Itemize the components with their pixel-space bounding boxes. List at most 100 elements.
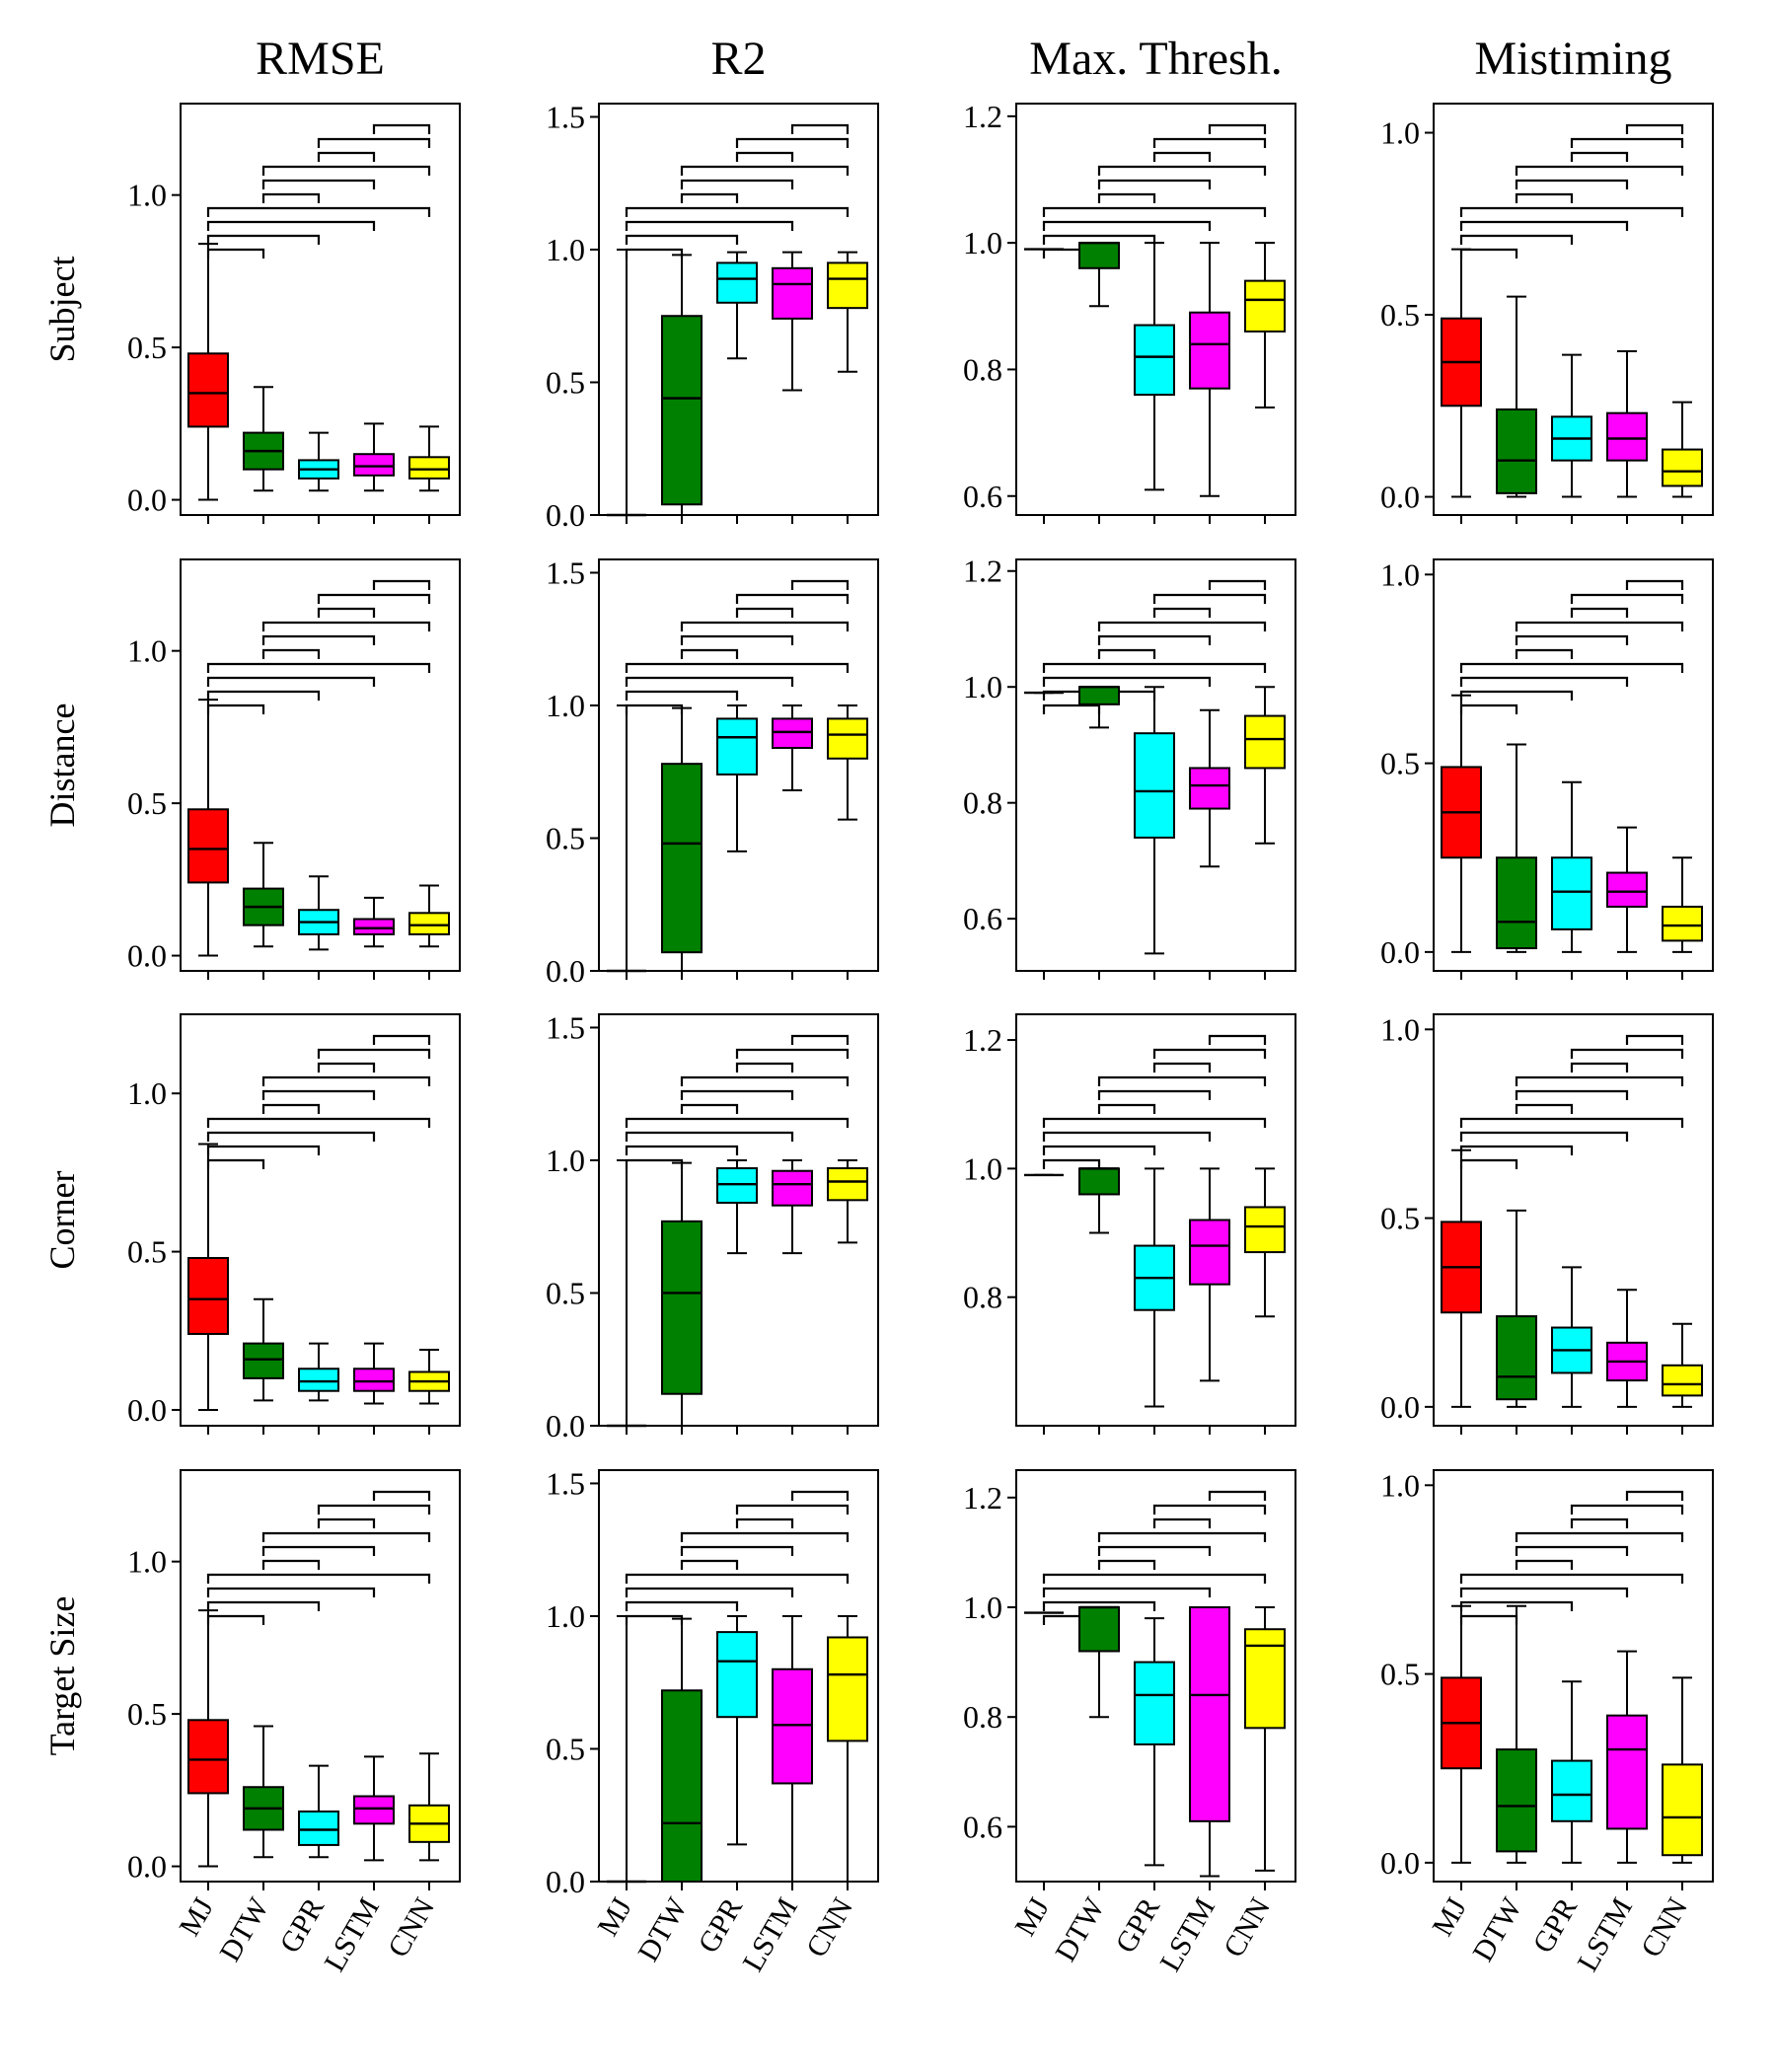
box-dtw bbox=[243, 842, 284, 948]
significance-bracket bbox=[1152, 151, 1212, 162]
x-tick-label-lstm: LSTM bbox=[1571, 1892, 1639, 1977]
box-iqr bbox=[1189, 1606, 1230, 1822]
y-tick-label: 1.0 bbox=[546, 688, 585, 723]
significance-bracket bbox=[206, 1158, 265, 1169]
axes-frame bbox=[598, 1013, 879, 1427]
significance-bracket bbox=[1152, 1504, 1267, 1515]
significance-bracket bbox=[625, 690, 739, 701]
significance-bracket bbox=[206, 248, 265, 259]
y-tick-label: 0.8 bbox=[963, 785, 1002, 821]
significance-bracket bbox=[206, 1587, 376, 1597]
significance-bracket bbox=[206, 1131, 376, 1142]
box-lstm bbox=[1606, 1650, 1648, 1864]
significance-bracket bbox=[1459, 676, 1629, 687]
box-iqr bbox=[1189, 767, 1230, 810]
y-tick-label: 0.0 bbox=[546, 1864, 585, 1899]
significance-bracket bbox=[1208, 1490, 1267, 1501]
y-tick-label: 0.8 bbox=[963, 1280, 1002, 1315]
significance-bracket bbox=[625, 1145, 739, 1155]
significance-bracket bbox=[625, 1117, 850, 1128]
box-iqr bbox=[827, 261, 868, 310]
significance-bracket bbox=[206, 690, 321, 701]
y-tick-label: 1.5 bbox=[546, 99, 585, 134]
significance-bracket bbox=[261, 1075, 431, 1086]
y-tick-label: 0.5 bbox=[546, 1275, 585, 1310]
x-tick-label-lstm: LSTM bbox=[736, 1892, 804, 1977]
box-cnn bbox=[827, 1614, 868, 1883]
box-iqr bbox=[772, 1667, 813, 1785]
y-tick-label: 0.0 bbox=[546, 1408, 585, 1443]
axes-frame bbox=[598, 558, 879, 972]
x-tick-label-mj: MJ bbox=[173, 1892, 220, 1942]
significance-bracket bbox=[625, 662, 850, 673]
significance-bracket bbox=[790, 123, 850, 134]
significance-bracket bbox=[1515, 1075, 1684, 1086]
significance-bracket bbox=[1152, 593, 1267, 604]
significance-bracket bbox=[1097, 1103, 1156, 1114]
axes-frame bbox=[180, 1013, 461, 1427]
significance-bracket bbox=[680, 1545, 794, 1556]
significance-bracket bbox=[1515, 192, 1574, 203]
y-tick-label: 0.8 bbox=[963, 1699, 1002, 1735]
x-tick-label-mj: MJ bbox=[1426, 1892, 1473, 1942]
significance-bracket bbox=[1515, 1531, 1684, 1542]
significance-bracket bbox=[1097, 1089, 1212, 1100]
y-tick-label: 1.0 bbox=[963, 225, 1002, 260]
y-tick-label: 0.5 bbox=[1380, 297, 1420, 333]
significance-bracket bbox=[1459, 662, 1684, 673]
column-title: Mistiming bbox=[1474, 33, 1671, 85]
box-iqr bbox=[1078, 1606, 1120, 1653]
box-cnn bbox=[408, 1752, 450, 1862]
significance-bracket bbox=[1459, 703, 1518, 714]
significance-bracket bbox=[206, 1117, 431, 1128]
box-gpr bbox=[1134, 242, 1175, 491]
significance-bracket bbox=[1515, 1089, 1629, 1100]
x-tick-label-cnn: CNN bbox=[1635, 1892, 1694, 1962]
box-gpr bbox=[1134, 686, 1175, 955]
y-tick-label: 0.5 bbox=[1380, 746, 1420, 781]
subplot-1-4: 0.0 0.5 1.0 Mistiming bbox=[1380, 33, 1714, 524]
axes-frame bbox=[180, 103, 461, 516]
box-mj bbox=[607, 703, 646, 973]
significance-bracket bbox=[1152, 137, 1267, 148]
significance-bracket bbox=[1097, 648, 1156, 659]
y-tick-label: 1.0 bbox=[1380, 556, 1420, 592]
significance-bracket bbox=[261, 1089, 376, 1100]
box-iqr bbox=[187, 352, 229, 428]
box-iqr bbox=[1606, 411, 1648, 462]
significance-bracket bbox=[1208, 579, 1267, 590]
y-tick-label: 0.8 bbox=[963, 351, 1002, 387]
significance-bracket bbox=[372, 579, 431, 590]
box-gpr bbox=[716, 703, 758, 852]
box-lstm bbox=[353, 896, 395, 948]
y-tick-label: 1.0 bbox=[546, 1598, 585, 1634]
row-label: Distance bbox=[42, 703, 82, 828]
axes-frame bbox=[1015, 1469, 1296, 1883]
box-mj bbox=[1441, 248, 1482, 498]
row-label: Corner bbox=[42, 1171, 82, 1270]
x-tick-label-gpr: GPR bbox=[273, 1892, 331, 1959]
box-lstm bbox=[1189, 1606, 1230, 1878]
significance-bracket bbox=[1042, 206, 1267, 217]
box-lstm bbox=[772, 1158, 813, 1255]
significance-bracket bbox=[261, 1545, 376, 1556]
box-lstm bbox=[772, 703, 813, 792]
x-tick-label-dtw: DTW bbox=[213, 1891, 275, 1966]
box-iqr bbox=[661, 1689, 703, 1883]
box-cnn bbox=[1662, 401, 1703, 498]
significance-bracket bbox=[1459, 1614, 1518, 1625]
axes-frame bbox=[1015, 103, 1296, 516]
significance-bracket bbox=[1459, 1131, 1629, 1142]
significance-bracket bbox=[1515, 648, 1574, 659]
column-title: RMSE bbox=[256, 33, 385, 85]
significance-bracket bbox=[790, 579, 850, 590]
box-dtw bbox=[661, 1161, 703, 1427]
y-tick-label: 1.2 bbox=[963, 99, 1002, 134]
y-tick-label: 1.0 bbox=[963, 1590, 1002, 1625]
y-tick-label: 0.0 bbox=[127, 1849, 167, 1885]
significance-bracket bbox=[1097, 621, 1267, 631]
box-iqr bbox=[187, 808, 229, 884]
box-iqr bbox=[1496, 856, 1537, 950]
axes-frame bbox=[1433, 103, 1714, 516]
